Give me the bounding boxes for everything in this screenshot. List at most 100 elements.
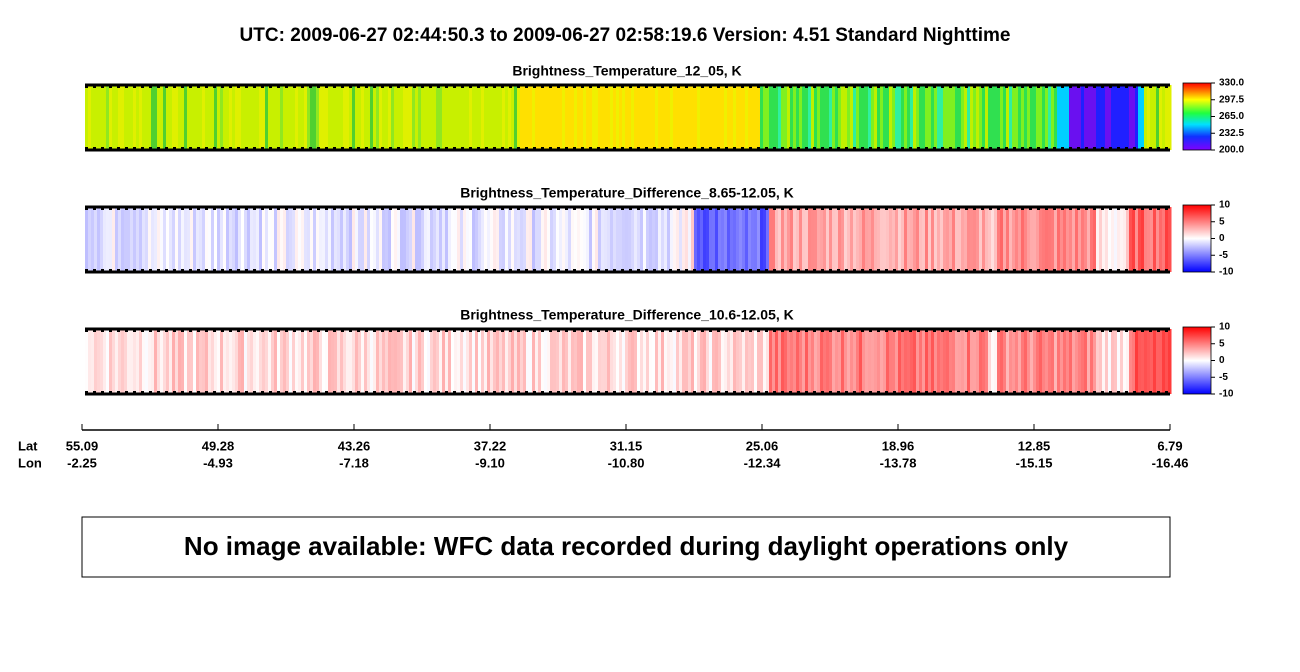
strip-column [1135, 207, 1139, 272]
strip-column [472, 207, 476, 272]
strip-column [895, 329, 899, 394]
strip-column [865, 85, 869, 150]
strip-column [208, 207, 212, 272]
strip-column [760, 85, 764, 150]
strip-column [871, 329, 875, 394]
strip-column [805, 85, 809, 150]
strip-column [943, 207, 947, 272]
strip-column [844, 207, 848, 272]
strip-column [304, 329, 308, 394]
strip-column [1063, 329, 1067, 394]
strip-column [1135, 329, 1139, 394]
strip-column [94, 207, 98, 272]
strip-column [715, 329, 719, 394]
strip-column [1093, 85, 1097, 150]
strip-column [955, 85, 959, 150]
strip-column [271, 329, 275, 394]
strip-column [841, 85, 845, 150]
strip-column [829, 207, 833, 272]
strip-column [307, 207, 311, 272]
strip-column [934, 207, 938, 272]
strip-column [553, 85, 557, 150]
strip-column [118, 207, 122, 272]
strip-column [439, 85, 443, 150]
strip-column [562, 85, 566, 150]
strip-column [970, 207, 974, 272]
strip-column [214, 85, 218, 150]
strip-column [247, 329, 251, 394]
strip-column [556, 207, 560, 272]
strip-column [943, 329, 947, 394]
strip-column [1105, 329, 1109, 394]
strip-column [1168, 329, 1172, 394]
strip-column [118, 329, 122, 394]
strip-column [859, 85, 863, 150]
strip-column [190, 207, 194, 272]
strip-column [523, 207, 527, 272]
strip-column [700, 207, 704, 272]
strip-column [1138, 207, 1142, 272]
strip-column [1120, 329, 1124, 394]
strip-column [403, 207, 407, 272]
lon-tick-label: -9.10 [475, 455, 505, 470]
strip-column [544, 207, 548, 272]
strip-column [598, 85, 602, 150]
strip-column [181, 85, 185, 150]
strip-column [511, 329, 515, 394]
strip-column [481, 207, 485, 272]
strip-column [850, 207, 854, 272]
strip-column [1051, 329, 1055, 394]
strip-column [991, 329, 995, 394]
strip-column [184, 329, 188, 394]
strip-column [160, 85, 164, 150]
strip-column [685, 329, 689, 394]
strip-column [670, 85, 674, 150]
strip-column [817, 207, 821, 272]
strip-column [868, 329, 872, 394]
strip-column [1021, 85, 1025, 150]
strip-column [136, 329, 140, 394]
strip-column [121, 207, 125, 272]
strip-column [133, 329, 137, 394]
strip-column [976, 85, 980, 150]
strip-column [670, 329, 674, 394]
strip-column [337, 85, 341, 150]
strip-column [583, 329, 587, 394]
strip-column [1150, 85, 1154, 150]
strip-column [574, 329, 578, 394]
strip-column [616, 207, 620, 272]
strip-column [757, 207, 761, 272]
strip-column [172, 85, 176, 150]
strip-column [367, 85, 371, 150]
strip-column [250, 85, 254, 150]
strip-column [940, 85, 944, 150]
strip-column [931, 329, 935, 394]
strip-column [568, 207, 572, 272]
strip-column [433, 329, 437, 394]
strip-column [751, 207, 755, 272]
strip-column [331, 329, 335, 394]
strip-column [1132, 85, 1136, 150]
strip-column [553, 329, 557, 394]
strip-column [880, 207, 884, 272]
strip-column [814, 207, 818, 272]
strip-column [727, 207, 731, 272]
strip-column [544, 85, 548, 150]
strip-column [322, 329, 326, 394]
strip-column [1114, 85, 1118, 150]
strip-column [145, 85, 149, 150]
strip-column [982, 207, 986, 272]
strip-column [1000, 207, 1004, 272]
strip-column [634, 207, 638, 272]
strip-column [280, 329, 284, 394]
strip-column [1099, 207, 1103, 272]
strip-column [847, 207, 851, 272]
strip-column [889, 85, 893, 150]
strip-column [295, 329, 299, 394]
colorbar-tick-label: -10 [1219, 389, 1234, 400]
strip-column [1063, 207, 1067, 272]
strip-column [1165, 329, 1169, 394]
strip-column [370, 207, 374, 272]
strip-column [322, 207, 326, 272]
strip-column [1120, 207, 1124, 272]
